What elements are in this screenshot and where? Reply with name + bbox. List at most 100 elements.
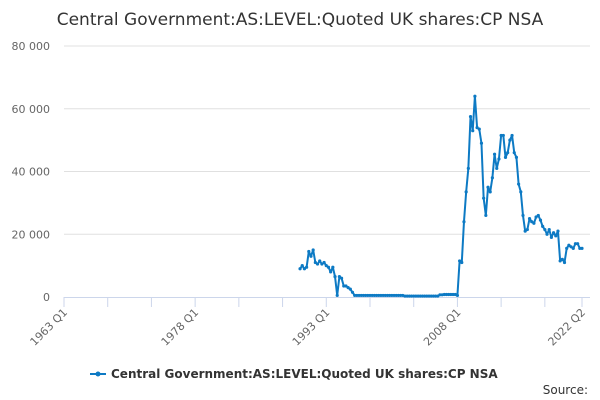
y-axis: 0 20 000 40 000 60 000 80 000 (12, 40, 51, 304)
data-point (486, 185, 490, 189)
data-point (355, 293, 359, 298)
data-point (517, 182, 521, 186)
data-point (396, 293, 401, 298)
data-point (495, 166, 499, 170)
data-point (326, 265, 331, 269)
data-point (468, 114, 473, 119)
data-point (538, 218, 543, 222)
y-tick-label: 60 000 (12, 103, 51, 116)
data-point (556, 229, 560, 233)
data-point (521, 213, 525, 218)
data-point (383, 293, 387, 298)
data-point (477, 127, 481, 131)
data-point (554, 234, 558, 238)
data-point (329, 270, 333, 274)
data-point (503, 155, 508, 159)
data-point (464, 190, 468, 194)
data-point (447, 292, 451, 297)
chart-title: Central Government:AS:LEVEL:Quoted UK sh… (57, 10, 544, 30)
data-point (418, 294, 422, 298)
data-point (350, 290, 355, 294)
data-point (510, 133, 514, 138)
data-point (545, 232, 549, 236)
data-point (357, 293, 361, 298)
data-point (479, 141, 484, 145)
data-point (420, 294, 425, 298)
legend[interactable]: Central Government:AS:LEVEL:Quoted UK sh… (90, 367, 498, 381)
x-tick-label: 1963 Q1 (28, 306, 71, 349)
data-point (449, 292, 453, 297)
data-point (427, 294, 431, 298)
data-point (368, 293, 372, 298)
series-line (299, 95, 582, 298)
x-tick-label: 2022 Q2 (546, 306, 589, 349)
data-point (501, 133, 505, 138)
data-point (484, 213, 488, 218)
data-point (547, 227, 551, 232)
data-point (527, 216, 532, 221)
data-point (455, 293, 460, 298)
data-point (560, 257, 564, 261)
data-point (460, 260, 464, 265)
data-point (525, 227, 529, 232)
data-point (536, 213, 540, 218)
data-point (414, 294, 418, 298)
data-point (307, 249, 311, 254)
data-point (359, 293, 363, 298)
legend-marker-icon (95, 371, 101, 377)
data-point (385, 293, 390, 298)
data-point (519, 190, 523, 194)
data-point (322, 260, 326, 265)
data-point (492, 152, 497, 156)
data-point (364, 293, 368, 298)
data-point (377, 293, 381, 298)
data-point (305, 265, 309, 269)
data-point (580, 246, 584, 250)
data-point (311, 248, 315, 252)
data-point (512, 151, 516, 155)
data-point (490, 176, 494, 180)
y-tick-label: 20 000 (12, 228, 51, 241)
data-point (412, 294, 416, 298)
data-point (429, 294, 433, 298)
data-point (497, 157, 501, 161)
x-axis: 1963 Q1 1978 Q1 1993 Q1 2008 Q1 2022 Q2 (28, 297, 590, 348)
x-tick-label: 1993 Q1 (290, 306, 333, 349)
data-point (423, 294, 427, 298)
data-point (431, 294, 435, 298)
data-point (562, 260, 567, 265)
data-point (333, 275, 337, 279)
data-point (348, 287, 352, 291)
data-point (571, 246, 575, 250)
plot-area (298, 94, 584, 298)
data-point (335, 293, 339, 298)
data-point (543, 227, 547, 232)
data-point (506, 151, 510, 155)
data-point (379, 293, 383, 298)
data-point (565, 246, 569, 250)
data-point (482, 196, 486, 200)
data-point (403, 294, 407, 298)
data-point (488, 190, 492, 194)
data-point (473, 94, 477, 98)
data-point (508, 138, 512, 142)
data-point (342, 284, 346, 288)
source-label: Source: (543, 383, 588, 397)
data-point (576, 242, 580, 246)
data-point (551, 231, 556, 235)
data-point (532, 221, 536, 225)
x-tick-label: 2008 Q1 (421, 306, 464, 349)
data-point (541, 224, 545, 229)
data-point (372, 293, 376, 298)
data-point (339, 276, 344, 280)
data-point (405, 294, 409, 298)
y-tick-label: 80 000 (12, 40, 51, 53)
data-point (471, 129, 475, 133)
gridlines (64, 45, 590, 235)
data-point (466, 166, 470, 170)
data-point (309, 254, 313, 258)
data-point (315, 262, 320, 266)
data-point (366, 293, 370, 298)
data-point (514, 155, 519, 159)
